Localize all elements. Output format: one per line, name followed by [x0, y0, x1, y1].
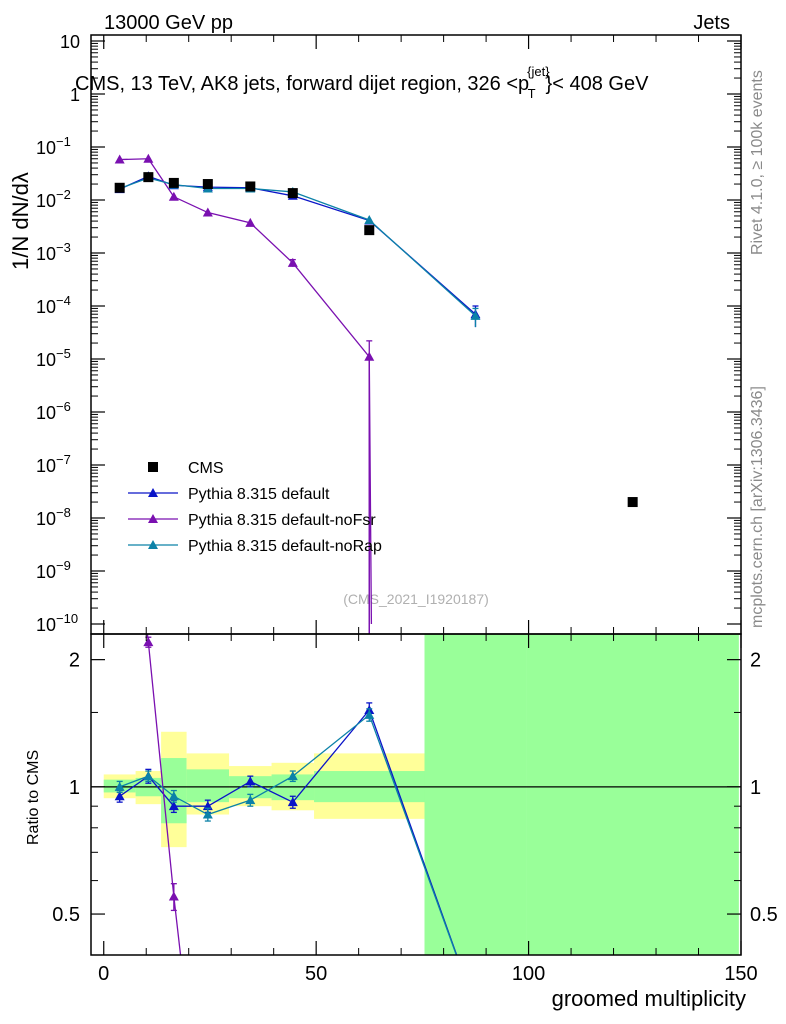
series-marker — [143, 153, 154, 163]
cms-data-point — [287, 188, 298, 199]
rivet-version-label: Rivet 4.1.0, ≥ 100k events — [749, 70, 766, 255]
main-y-tick-label: 10−4 — [36, 293, 71, 317]
ratio-marker — [168, 791, 179, 801]
ratio-marker — [364, 709, 375, 719]
mcplots-label: mcplots.cern.ch [arXiv:1306.3436] — [749, 386, 766, 628]
plot-title-sup: {jet} — [527, 64, 550, 79]
collision-label: 13000 GeV pp — [104, 12, 233, 34]
main-y-tick-label: 10−1 — [36, 134, 71, 158]
ratio-y-tick-label: 2 — [69, 650, 80, 672]
main-y-tick-label: 10−9 — [36, 558, 71, 582]
legend-marker — [148, 488, 158, 497]
legend-marker-cms — [148, 462, 158, 472]
ratio-line-1 — [146, 634, 182, 955]
main-y-axis-title: 1/N dN/dλ — [8, 172, 33, 270]
ratio-marker — [168, 801, 179, 811]
ratio-y-tick-label-right: 1 — [750, 777, 761, 799]
ratio-band-green — [186, 769, 230, 803]
plot-title-sub: T — [528, 86, 536, 101]
main-y-tick-label: 10−3 — [36, 240, 71, 264]
ratio-frame — [90, 633, 742, 956]
ratio-series-group — [114, 634, 458, 955]
main-y-axis-title-text: 1/N dN/dλ — [8, 172, 33, 270]
ratio-y-tick-label-right: 2 — [750, 650, 761, 672]
ratio-marker — [143, 771, 154, 781]
ratio-panel — [91, 634, 741, 955]
x-tick-label: 150 — [724, 963, 757, 985]
cms-data-point — [202, 179, 213, 190]
analysis-watermark: (CMS_2021_I1920187) — [343, 591, 489, 607]
ratio-y-tick-label-right: 0.5 — [750, 904, 778, 926]
cms-data-point — [168, 177, 179, 188]
ratio-band-green — [424, 634, 527, 955]
ratio-marker — [245, 795, 256, 805]
cms-data-point — [114, 182, 125, 193]
category-label: Jets — [693, 12, 730, 34]
cms-data-point — [627, 497, 638, 508]
x-tick-label: 100 — [512, 963, 545, 985]
main-y-tick-label: 10−10 — [36, 611, 78, 635]
ratio-y-tick-label: 0.5 — [52, 904, 80, 926]
ratio-marker — [168, 891, 179, 901]
plot-frames: 10110−110−210−310−410−510−610−710−810−91… — [36, 32, 778, 985]
main-y-tick-label: 10−7 — [36, 452, 71, 476]
main-y-tick-label: 1 — [70, 85, 80, 105]
ratio-marker — [202, 809, 213, 819]
legend-marker — [148, 540, 158, 549]
legend: CMS Pythia 8.315 default Pythia 8.315 defa… — [128, 460, 382, 555]
series-marker — [364, 351, 375, 361]
cms-data-point — [364, 225, 375, 236]
ratio-marker — [143, 637, 154, 647]
ratio-marker — [287, 771, 298, 781]
main-panel — [114, 153, 638, 634]
series-line-1 — [119, 158, 373, 625]
ratio-marker — [114, 781, 125, 791]
plot-title: CMS, 13 TeV, AK8 jets, forward dijet reg… — [75, 64, 649, 101]
ratio-y-tick-label: 1 — [69, 777, 80, 799]
main-y-tick-label: 10−2 — [36, 187, 71, 211]
legend-label: Pythia 8.315 default-noRap — [188, 538, 382, 555]
series-marker — [287, 257, 298, 267]
series-marker — [202, 207, 213, 217]
ratio-marker — [287, 797, 298, 807]
ratio-marker — [245, 776, 256, 786]
cms-data-point — [143, 172, 154, 183]
main-y-tick-label: 10−6 — [36, 399, 71, 423]
plot-title-end: }< 408 GeV — [546, 73, 650, 95]
series-marker — [114, 154, 125, 164]
cms-data-point — [245, 181, 256, 192]
legend-label: Pythia 8.315 default-noFsr — [188, 512, 376, 529]
series-marker — [168, 191, 179, 201]
x-tick-label: 50 — [305, 963, 327, 985]
x-tick-label: 0 — [98, 963, 109, 985]
x-axis-title: groomed multiplicity — [552, 986, 746, 1011]
legend-label: Pythia 8.315 default — [188, 486, 330, 503]
series-marker — [364, 214, 375, 224]
legend-marker — [148, 514, 158, 523]
main-y-tick-label: 10−8 — [36, 505, 71, 529]
legend-label: CMS — [188, 460, 224, 477]
ratio-band-green — [526, 634, 739, 955]
ratio-y-axis-title: Ratio to CMS — [25, 750, 42, 845]
main-y-tick-label: 10−5 — [36, 346, 71, 370]
series-marker — [245, 217, 256, 227]
main-y-tick-label: 10 — [60, 32, 80, 52]
plot-title-main: CMS, 13 TeV, AK8 jets, forward dijet reg… — [75, 73, 529, 95]
main-series-group — [114, 153, 638, 634]
series-marker — [470, 310, 481, 320]
ratio-marker — [114, 791, 125, 801]
